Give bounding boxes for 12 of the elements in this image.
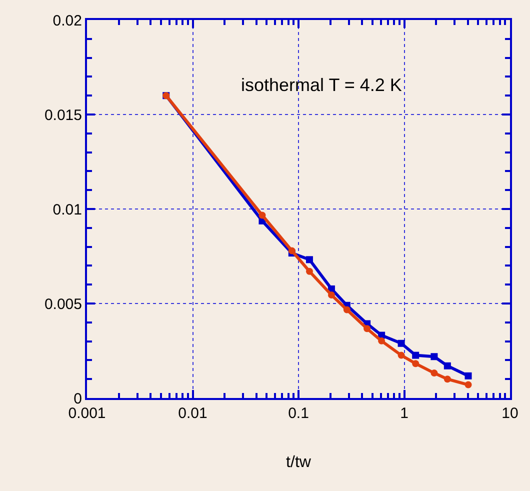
x-tick-label: 0.1 xyxy=(288,405,309,422)
y-tick-label: 0.015 xyxy=(44,106,82,124)
x-tick-label: 0.01 xyxy=(178,405,208,422)
y-tick-label: 0.02 xyxy=(52,12,82,30)
annotation: isothermal T = 4.2 K xyxy=(241,75,402,95)
x-tick-label: 1 xyxy=(400,405,408,422)
x-axis-title: t/tw xyxy=(286,454,312,472)
y-tick-label: 0.005 xyxy=(44,296,82,313)
y-tick-label: 0 xyxy=(74,390,82,408)
x-tick-label: 10 xyxy=(502,405,518,422)
x-tick-label: 0.001 xyxy=(68,405,106,422)
y-tick-label: 0.01 xyxy=(52,201,82,218)
